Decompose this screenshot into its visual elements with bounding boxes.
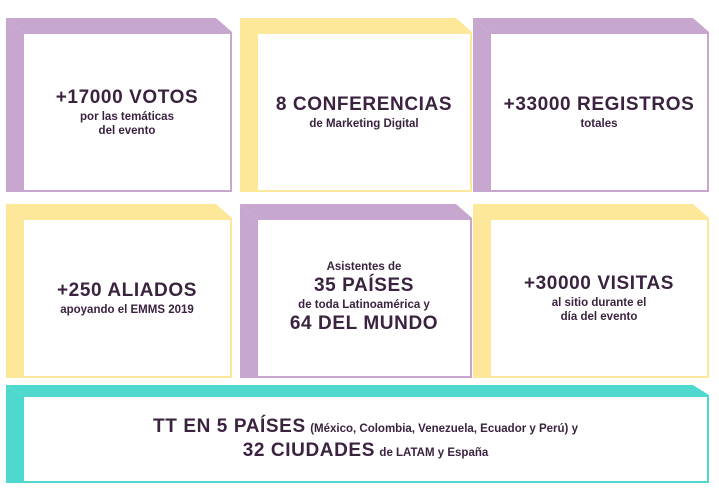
card-headline: +17000 VOTOS bbox=[55, 87, 199, 108]
card-face: +17000 VOTOS por las temáticas del event… bbox=[22, 32, 232, 192]
card-top-bevel bbox=[6, 18, 232, 32]
card-side-bevel bbox=[240, 18, 256, 192]
card-side-bevel bbox=[240, 204, 256, 378]
banner-detail-1: (México, Colombia, Venezuela, Ecuador y … bbox=[310, 423, 578, 435]
stat-card-visits: +30000 VISITAS al sitio durante el día d… bbox=[473, 204, 709, 378]
card-headline-secondary: 64 DEL MUNDO bbox=[289, 313, 439, 334]
banner-headline-2: 32 CIUDADES bbox=[242, 440, 375, 461]
card-top-bevel bbox=[473, 204, 709, 218]
card-headline: 8 CONFERENCIAS bbox=[275, 94, 453, 115]
card-subtitle-line1: de Marketing Digital bbox=[309, 118, 419, 130]
card-subtitle-line1: totales bbox=[580, 118, 618, 130]
card-side-bevel bbox=[473, 18, 489, 192]
stat-card-votes: +17000 VOTOS por las temáticas del event… bbox=[6, 18, 232, 192]
card-subtitle-line2: del evento bbox=[98, 125, 156, 137]
card-top-bevel bbox=[6, 204, 232, 218]
banner-line-1: TT EN 5 PAÍSES (México, Colombia, Venezu… bbox=[153, 415, 578, 439]
stat-card-countries: Asistentes de 35 PAÍSES de toda Latinoam… bbox=[240, 204, 472, 378]
card-subtitle-line1: apoyando el EMMS 2019 bbox=[60, 304, 194, 316]
card-top-bevel bbox=[473, 18, 709, 32]
card-face: +33000 REGISTROS totales bbox=[489, 32, 709, 192]
card-intro: Asistentes de bbox=[326, 261, 402, 273]
card-side-bevel bbox=[6, 204, 22, 378]
card-side-bevel bbox=[6, 18, 22, 192]
banner-top-bevel bbox=[6, 385, 709, 395]
card-face: +30000 VISITAS al sitio durante el día d… bbox=[489, 218, 709, 378]
card-headline: 35 PAÍSES bbox=[313, 275, 415, 296]
card-face: +250 ALIADOS apoyando el EMMS 2019 bbox=[22, 218, 232, 378]
banner-face: TT EN 5 PAÍSES (México, Colombia, Venezu… bbox=[22, 395, 709, 483]
trending-topic-banner: TT EN 5 PAÍSES (México, Colombia, Venezu… bbox=[6, 385, 709, 483]
stat-card-conferences: 8 CONFERENCIAS de Marketing Digital bbox=[240, 18, 472, 192]
stat-card-allies: +250 ALIADOS apoyando el EMMS 2019 bbox=[6, 204, 232, 378]
card-subtitle-line1: de toda Latinoamérica y bbox=[298, 299, 430, 311]
banner-headline-1: TT EN 5 PAÍSES bbox=[153, 416, 306, 437]
banner-side-bevel bbox=[6, 385, 22, 483]
banner-detail-2: de LATAM y España bbox=[379, 447, 489, 459]
card-subtitle-line1: por las temáticas bbox=[80, 111, 174, 123]
card-side-bevel bbox=[473, 204, 489, 378]
card-face: 8 CONFERENCIAS de Marketing Digital bbox=[256, 32, 472, 192]
card-subtitle-line1: al sitio durante el bbox=[551, 297, 647, 309]
card-top-bevel bbox=[240, 204, 472, 218]
card-face: Asistentes de 35 PAÍSES de toda Latinoam… bbox=[256, 218, 472, 378]
card-top-bevel bbox=[240, 18, 472, 32]
card-subtitle-line2: día del evento bbox=[560, 311, 638, 323]
card-headline: +33000 REGISTROS bbox=[503, 94, 695, 115]
banner-line-2: 32 CIUDADES de LATAM y España bbox=[243, 439, 489, 463]
stat-card-registrations: +33000 REGISTROS totales bbox=[473, 18, 709, 192]
card-headline: +250 ALIADOS bbox=[56, 280, 198, 301]
card-headline: +30000 VISITAS bbox=[523, 273, 675, 294]
